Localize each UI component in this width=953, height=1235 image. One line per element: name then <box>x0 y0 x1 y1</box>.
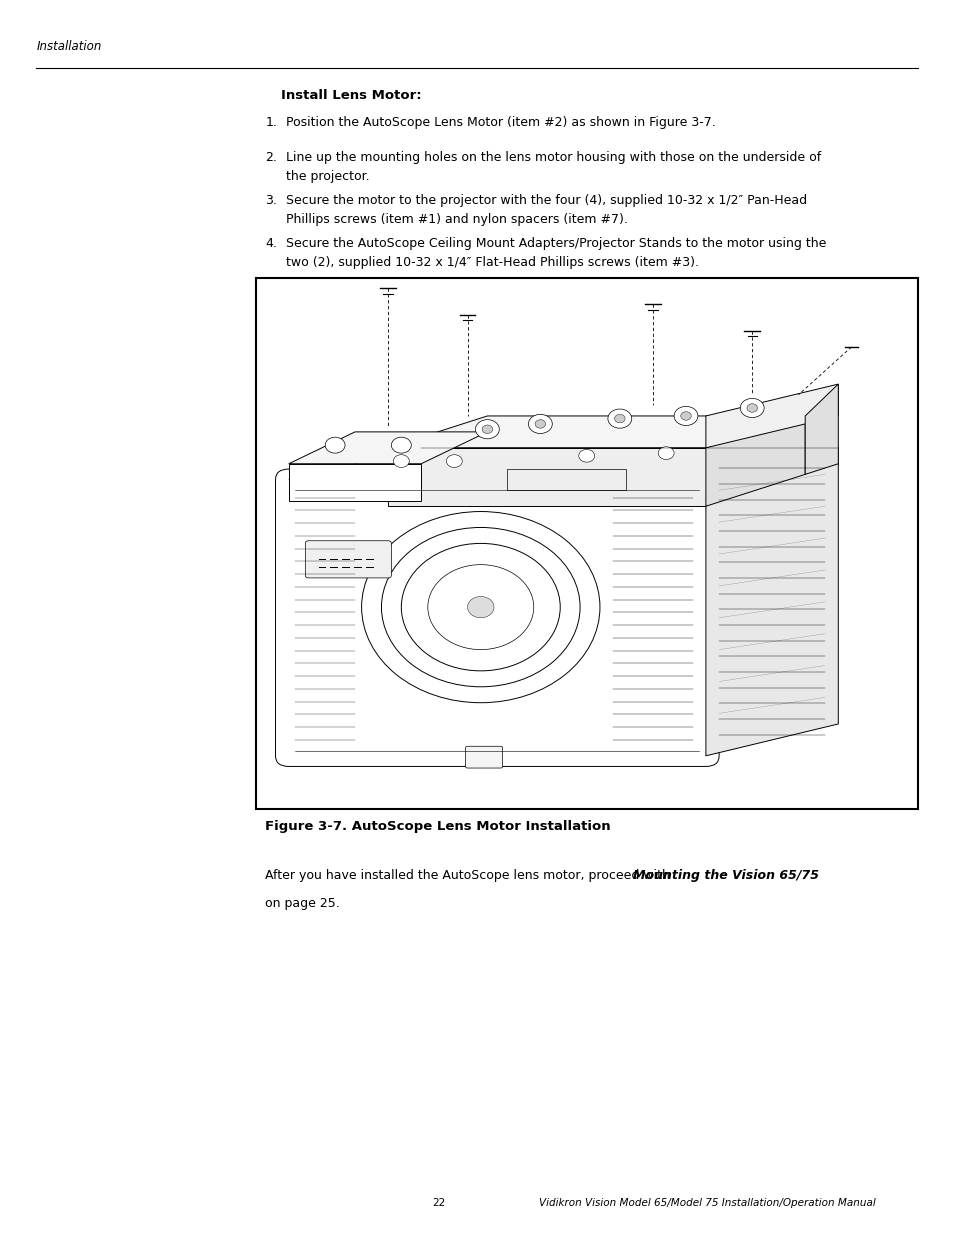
Circle shape <box>658 447 674 459</box>
Polygon shape <box>705 448 838 756</box>
Circle shape <box>614 415 624 422</box>
Circle shape <box>680 411 691 420</box>
Text: on page 25.: on page 25. <box>265 897 339 910</box>
Circle shape <box>475 420 498 438</box>
FancyBboxPatch shape <box>275 469 719 767</box>
Circle shape <box>528 415 552 433</box>
Polygon shape <box>289 464 420 501</box>
Text: Install Lens Motor:: Install Lens Motor: <box>281 89 421 103</box>
Text: 2.: 2. <box>265 151 276 164</box>
Text: 3.: 3. <box>265 194 276 207</box>
Text: Installation: Installation <box>36 40 102 53</box>
Text: 4.: 4. <box>265 237 276 251</box>
Circle shape <box>325 437 345 453</box>
Circle shape <box>535 420 545 429</box>
Circle shape <box>481 425 492 433</box>
Text: After you have installed the AutoScope lens motor, proceed with: After you have installed the AutoScope l… <box>265 869 674 883</box>
Text: Figure 3-7. AutoScope Lens Motor Installation: Figure 3-7. AutoScope Lens Motor Install… <box>265 820 610 834</box>
FancyBboxPatch shape <box>465 746 502 768</box>
Circle shape <box>393 454 409 468</box>
Polygon shape <box>705 384 838 448</box>
Text: 1.: 1. <box>265 116 276 130</box>
Circle shape <box>578 450 594 462</box>
Text: Secure the motor to the projector with the four (4), supplied 10-32 x 1/2″ Pan-H: Secure the motor to the projector with t… <box>286 194 806 226</box>
Bar <box>255 278 917 809</box>
FancyBboxPatch shape <box>305 541 391 578</box>
Circle shape <box>746 404 757 412</box>
Circle shape <box>607 409 631 429</box>
Text: 22: 22 <box>432 1198 445 1208</box>
Bar <box>507 469 626 490</box>
Text: Position the AutoScope Lens Motor (item #2) as shown in Figure 3-7.: Position the AutoScope Lens Motor (item … <box>286 116 715 130</box>
Polygon shape <box>804 384 838 474</box>
Polygon shape <box>705 416 804 506</box>
Circle shape <box>467 597 494 618</box>
Circle shape <box>674 406 698 426</box>
Polygon shape <box>289 448 838 479</box>
Circle shape <box>391 437 411 453</box>
Text: Mounting the Vision 65/75: Mounting the Vision 65/75 <box>632 869 818 883</box>
Polygon shape <box>388 448 705 506</box>
Circle shape <box>740 399 763 417</box>
Text: Line up the mounting holes on the lens motor housing with those on the underside: Line up the mounting holes on the lens m… <box>286 151 821 183</box>
Polygon shape <box>388 416 804 448</box>
Circle shape <box>446 454 462 468</box>
Text: Vidikron Vision Model 65/Model 75 Installation/Operation Manual: Vidikron Vision Model 65/Model 75 Instal… <box>538 1198 875 1208</box>
Polygon shape <box>289 432 487 464</box>
Text: Secure the AutoScope Ceiling Mount Adapters/Projector Stands to the motor using : Secure the AutoScope Ceiling Mount Adapt… <box>286 237 825 269</box>
